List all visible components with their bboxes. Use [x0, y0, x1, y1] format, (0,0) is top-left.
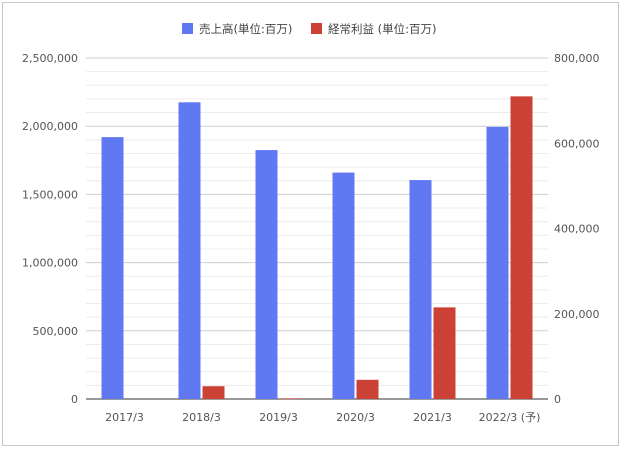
- bar-sales: [409, 180, 432, 399]
- bar-sales: [486, 126, 509, 399]
- bar-ordinary-profit: [279, 398, 302, 399]
- x-axis-tick-label: 2017/3: [105, 411, 144, 424]
- legend-label: 経常利益 (単位:百万): [328, 22, 437, 36]
- bar-sales: [332, 172, 355, 399]
- left-axis-tick-label: 500,000: [33, 325, 79, 338]
- left-axis-tick-label: 2,000,000: [22, 120, 78, 133]
- right-axis-tick-label: 600,000: [554, 137, 600, 150]
- right-axis-tick-label: 400,000: [554, 223, 600, 236]
- x-axis-tick-label: 2021/3: [413, 411, 452, 424]
- left-axis-tick-label: 1,000,000: [22, 257, 78, 270]
- left-axis-tick-label: 1,500,000: [22, 188, 78, 201]
- right-axis-tick-label: 800,000: [554, 52, 600, 65]
- bar-sales: [255, 150, 278, 399]
- left-axis-tick-label: 2,500,000: [22, 52, 78, 65]
- legend-label: 売上高(単位:百万): [199, 22, 292, 36]
- bar-ordinary-profit: [202, 386, 225, 399]
- right-axis-tick-label: 0: [554, 393, 561, 406]
- left-axis-tick-label: 0: [71, 393, 78, 406]
- bar-sales: [101, 137, 124, 399]
- legend-swatch: [311, 23, 322, 34]
- right-axis-tick-label: 200,000: [554, 308, 600, 321]
- bar-ordinary-profit: [510, 96, 533, 400]
- bar-ordinary-profit: [433, 307, 456, 399]
- x-axis-tick-label: 2019/3: [259, 411, 298, 424]
- legend-swatch: [182, 23, 193, 34]
- bar-ordinary-profit: [356, 379, 379, 399]
- x-axis-tick-label: 2020/3: [336, 411, 375, 424]
- bar-sales: [178, 102, 201, 399]
- x-axis-tick-label: 2018/3: [182, 411, 221, 424]
- x-axis-tick-label: 2022/3 (予): [479, 411, 541, 424]
